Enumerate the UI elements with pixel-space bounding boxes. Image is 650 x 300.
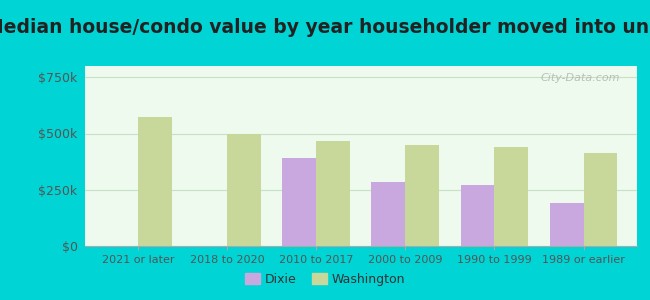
Bar (550, 203, 584, 246)
Bar (584, 153, 618, 246)
Text: City-Data.com: City-Data.com (541, 73, 620, 83)
Bar (282, 158, 316, 246)
Bar (371, 182, 406, 246)
Bar (495, 147, 528, 246)
Bar (461, 185, 495, 246)
Legend: Dixie, Washington: Dixie, Washington (240, 268, 410, 291)
Bar (227, 134, 261, 246)
Bar (138, 117, 172, 246)
Bar (316, 141, 350, 246)
Bar (406, 145, 439, 246)
Text: Median house/condo value by year householder moved into unit: Median house/condo value by year househo… (0, 18, 650, 37)
